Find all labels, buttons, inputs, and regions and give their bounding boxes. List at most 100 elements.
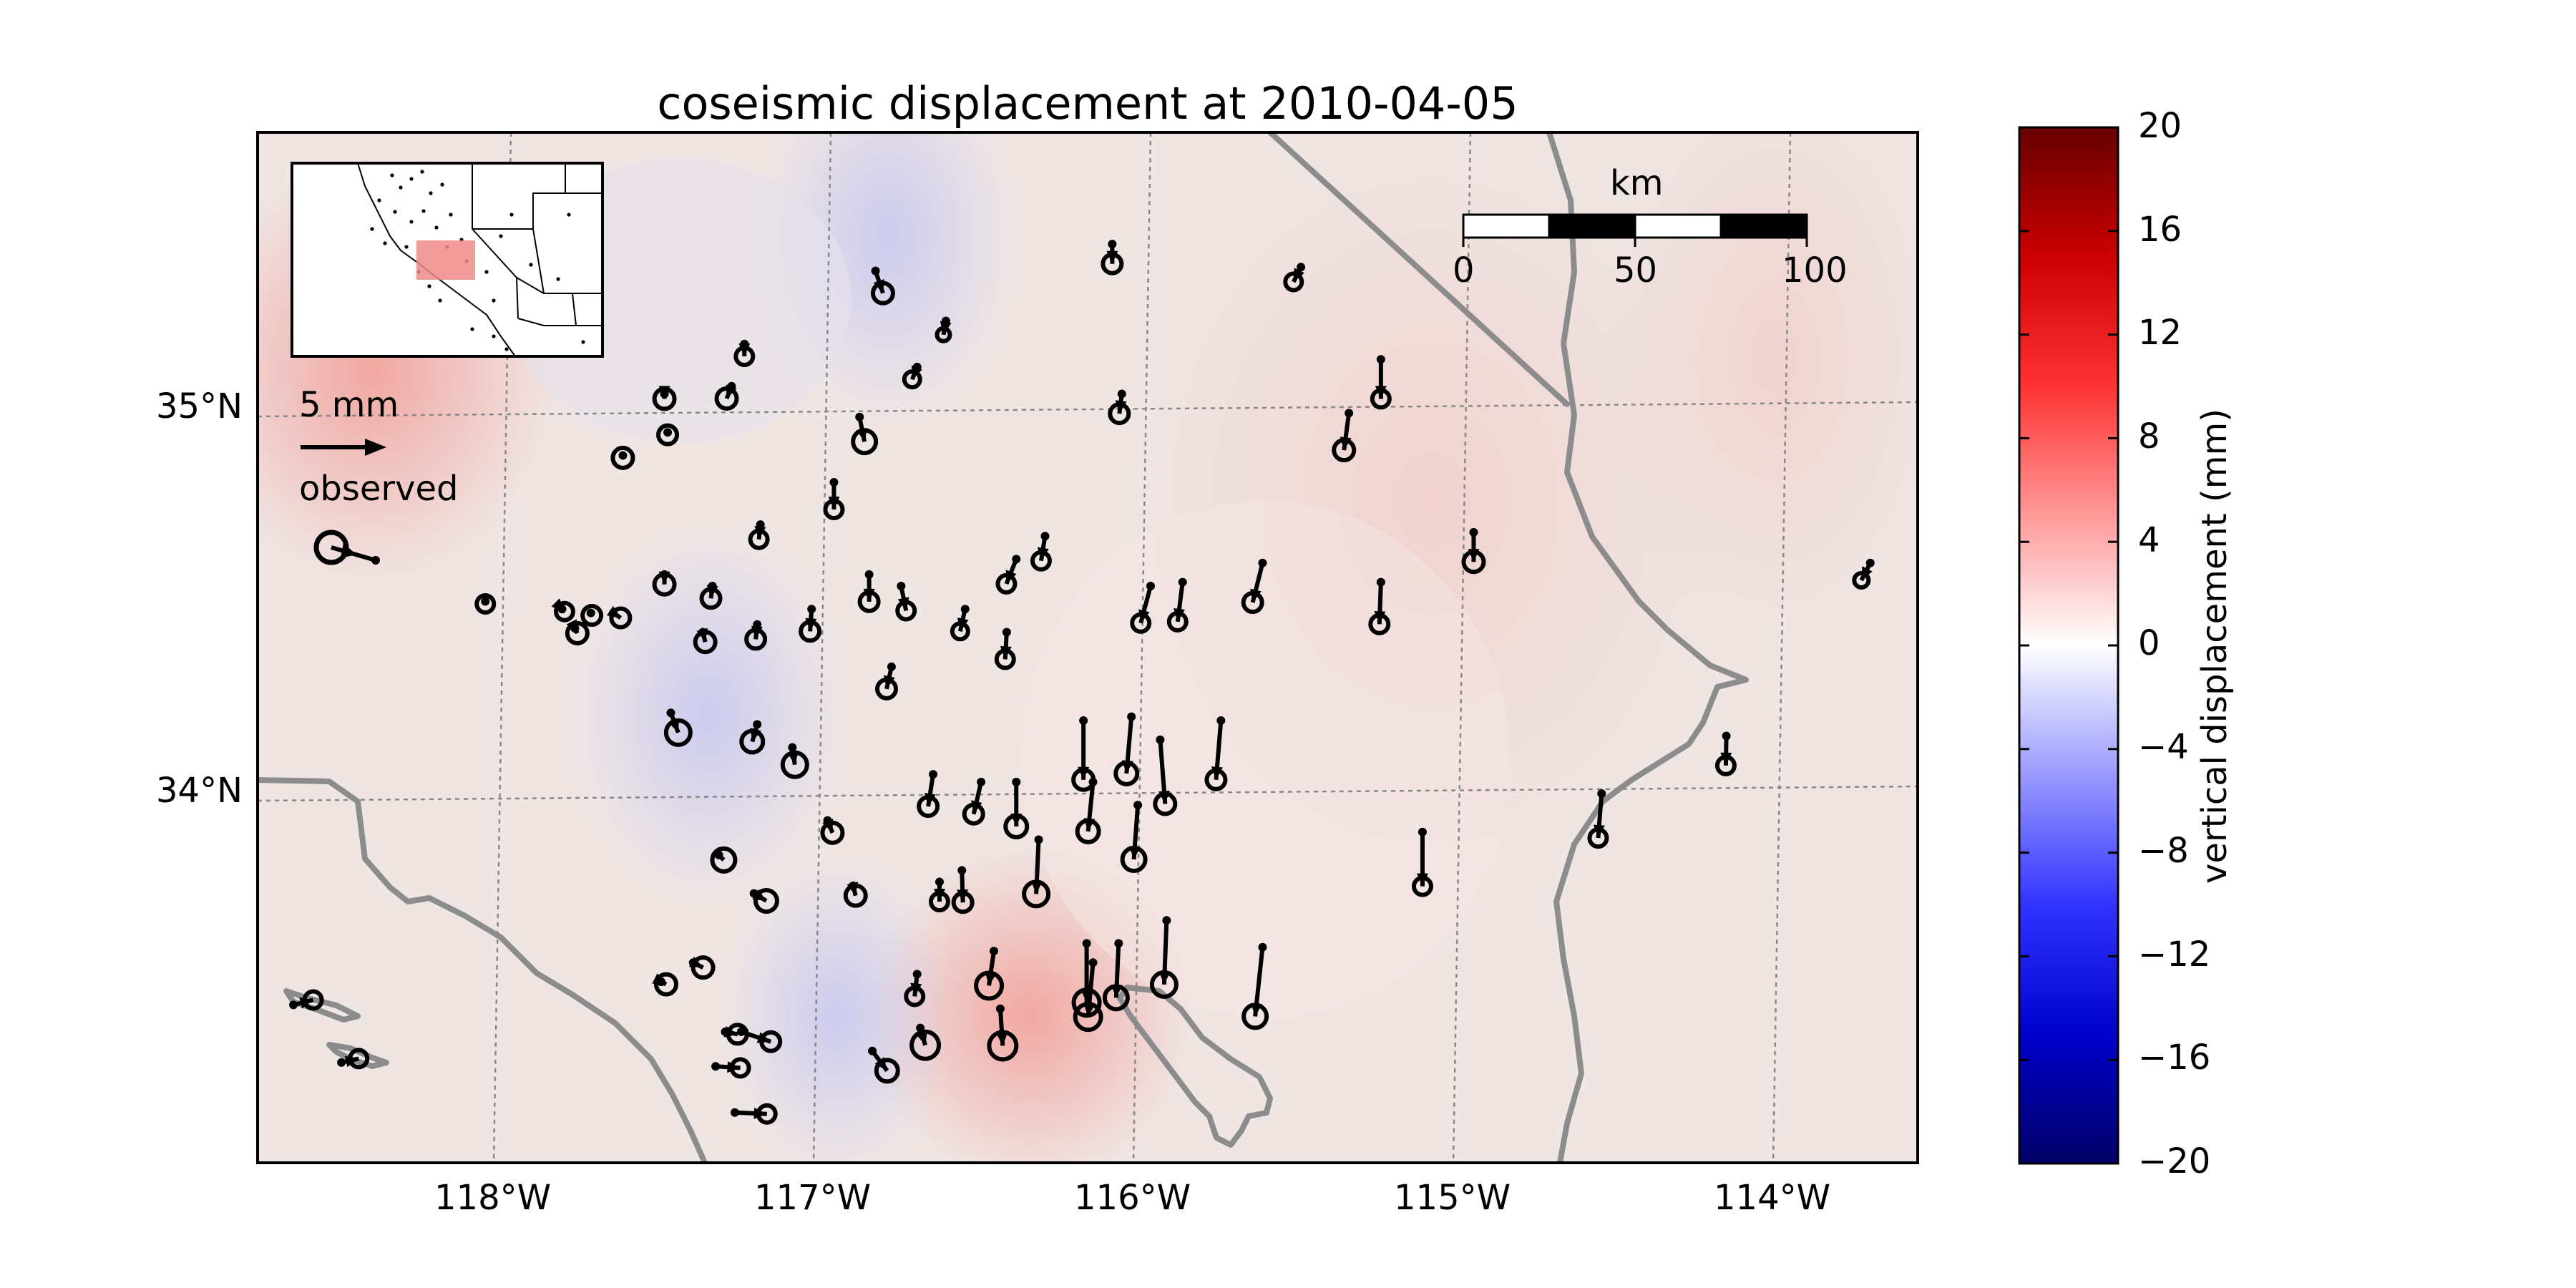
station-dot xyxy=(730,1108,739,1117)
station-dot xyxy=(1088,958,1098,967)
station xyxy=(733,339,756,367)
station-dot xyxy=(1079,716,1088,725)
vertical-uncertainty-ring xyxy=(843,883,868,908)
station xyxy=(823,478,845,520)
station xyxy=(974,947,1005,1001)
station-dot xyxy=(929,770,938,779)
station xyxy=(820,816,845,845)
colorbar-tick-neg4: −4 xyxy=(2138,727,2189,767)
map-frame xyxy=(256,131,1919,1164)
station xyxy=(935,316,952,343)
station xyxy=(902,362,922,390)
figure-title: coseismic displacement at 2010-04-05 xyxy=(657,77,1518,130)
station-dot xyxy=(1597,789,1606,798)
station xyxy=(1022,835,1051,909)
station-dot xyxy=(1082,939,1091,948)
station xyxy=(1075,777,1101,844)
station-dot xyxy=(289,1000,298,1010)
vertical-uncertainty-ring xyxy=(799,620,822,643)
vertical-uncertainty-ring xyxy=(1153,791,1178,816)
station xyxy=(1120,801,1148,874)
station xyxy=(950,605,970,642)
station xyxy=(1101,240,1124,275)
station xyxy=(1461,527,1486,575)
station-dot xyxy=(711,1062,721,1071)
arrow-head xyxy=(996,1032,1008,1046)
observed-marker xyxy=(313,530,380,565)
station xyxy=(799,605,822,643)
station-dot xyxy=(663,428,673,437)
station-dot xyxy=(868,1046,877,1055)
station xyxy=(652,570,677,597)
vertical-uncertainty-ring xyxy=(744,628,768,651)
vertical-uncertainty-ring xyxy=(1166,610,1189,633)
reference-arrow-label: 5 mm xyxy=(299,385,399,425)
station xyxy=(693,628,718,655)
vertical-uncertainty-ring xyxy=(1241,1002,1269,1030)
station-dot xyxy=(897,582,906,591)
vertical-uncertainty-ring xyxy=(580,604,604,628)
salton-sea xyxy=(1117,985,1273,1148)
station xyxy=(736,1027,783,1053)
station-dot xyxy=(1162,916,1171,925)
lon-label-115: 115°W xyxy=(1394,1178,1511,1218)
vertical-uncertainty-ring xyxy=(726,1023,749,1046)
vertical-uncertainty-ring xyxy=(1368,613,1391,635)
station-dot xyxy=(660,389,669,399)
parallel-line xyxy=(258,401,1918,418)
station xyxy=(1411,827,1433,897)
vertical-uncertainty-ring xyxy=(1113,760,1140,786)
lon-label-117: 117°W xyxy=(754,1178,872,1218)
vertical-uncertainty-ring xyxy=(962,802,985,826)
station-dot xyxy=(1418,827,1427,836)
lat-label-35: 35°N xyxy=(156,386,243,426)
station xyxy=(1030,532,1052,572)
vertical-uncertainty-ring xyxy=(935,326,952,343)
station-dot xyxy=(1034,835,1043,844)
vertical-uncertainty-ring xyxy=(714,386,739,411)
vertical-uncertainty-ring xyxy=(851,428,879,456)
meridian-line xyxy=(812,132,832,1163)
station-dot xyxy=(1012,555,1021,564)
vertical-uncertainty-ring xyxy=(1587,827,1609,849)
vertical-uncertainty-ring xyxy=(902,369,922,390)
station-dot xyxy=(788,743,797,752)
station xyxy=(904,970,926,1008)
station xyxy=(606,605,633,630)
station-dot xyxy=(989,947,998,956)
station xyxy=(721,1023,749,1046)
station-dot xyxy=(864,570,874,579)
vertical-uncertainty-ring xyxy=(917,795,940,818)
vertical-uncertainty-ring xyxy=(1283,271,1304,293)
station-dot xyxy=(1258,558,1267,567)
station-dot xyxy=(1156,735,1165,744)
colorbar-tick-neg8: −8 xyxy=(2138,831,2189,871)
station-dot xyxy=(957,866,967,875)
vertical-uncertainty-ring xyxy=(691,955,716,980)
vertical-uncertainty-ring xyxy=(565,620,590,645)
station xyxy=(1283,263,1306,293)
station xyxy=(1241,942,1269,1030)
vertical-uncertainty-ring xyxy=(1101,252,1124,275)
colorbar-tick-neg20: −20 xyxy=(2138,1141,2211,1181)
vertical-uncertainty-ring xyxy=(1073,1002,1103,1033)
station xyxy=(744,620,768,651)
vertical-uncertainty-ring xyxy=(1852,570,1871,590)
station-dot xyxy=(912,362,922,371)
station xyxy=(1003,777,1030,839)
vertical-uncertainty-ring xyxy=(1030,550,1052,572)
vertical-uncertainty-ring xyxy=(748,528,770,550)
vertical-uncertainty-ring xyxy=(756,1103,778,1125)
vertical-uncertainty-ring xyxy=(1003,813,1030,839)
lon-label-118: 118°W xyxy=(434,1178,552,1218)
station xyxy=(1149,916,1179,999)
station-dot xyxy=(871,266,880,275)
station-dot xyxy=(1002,628,1011,637)
station xyxy=(337,1048,370,1070)
station xyxy=(688,955,716,980)
vertical-uncertainty-ring xyxy=(656,423,680,447)
station-dot xyxy=(807,605,816,614)
station-dot xyxy=(1345,409,1354,418)
station xyxy=(1332,409,1357,463)
